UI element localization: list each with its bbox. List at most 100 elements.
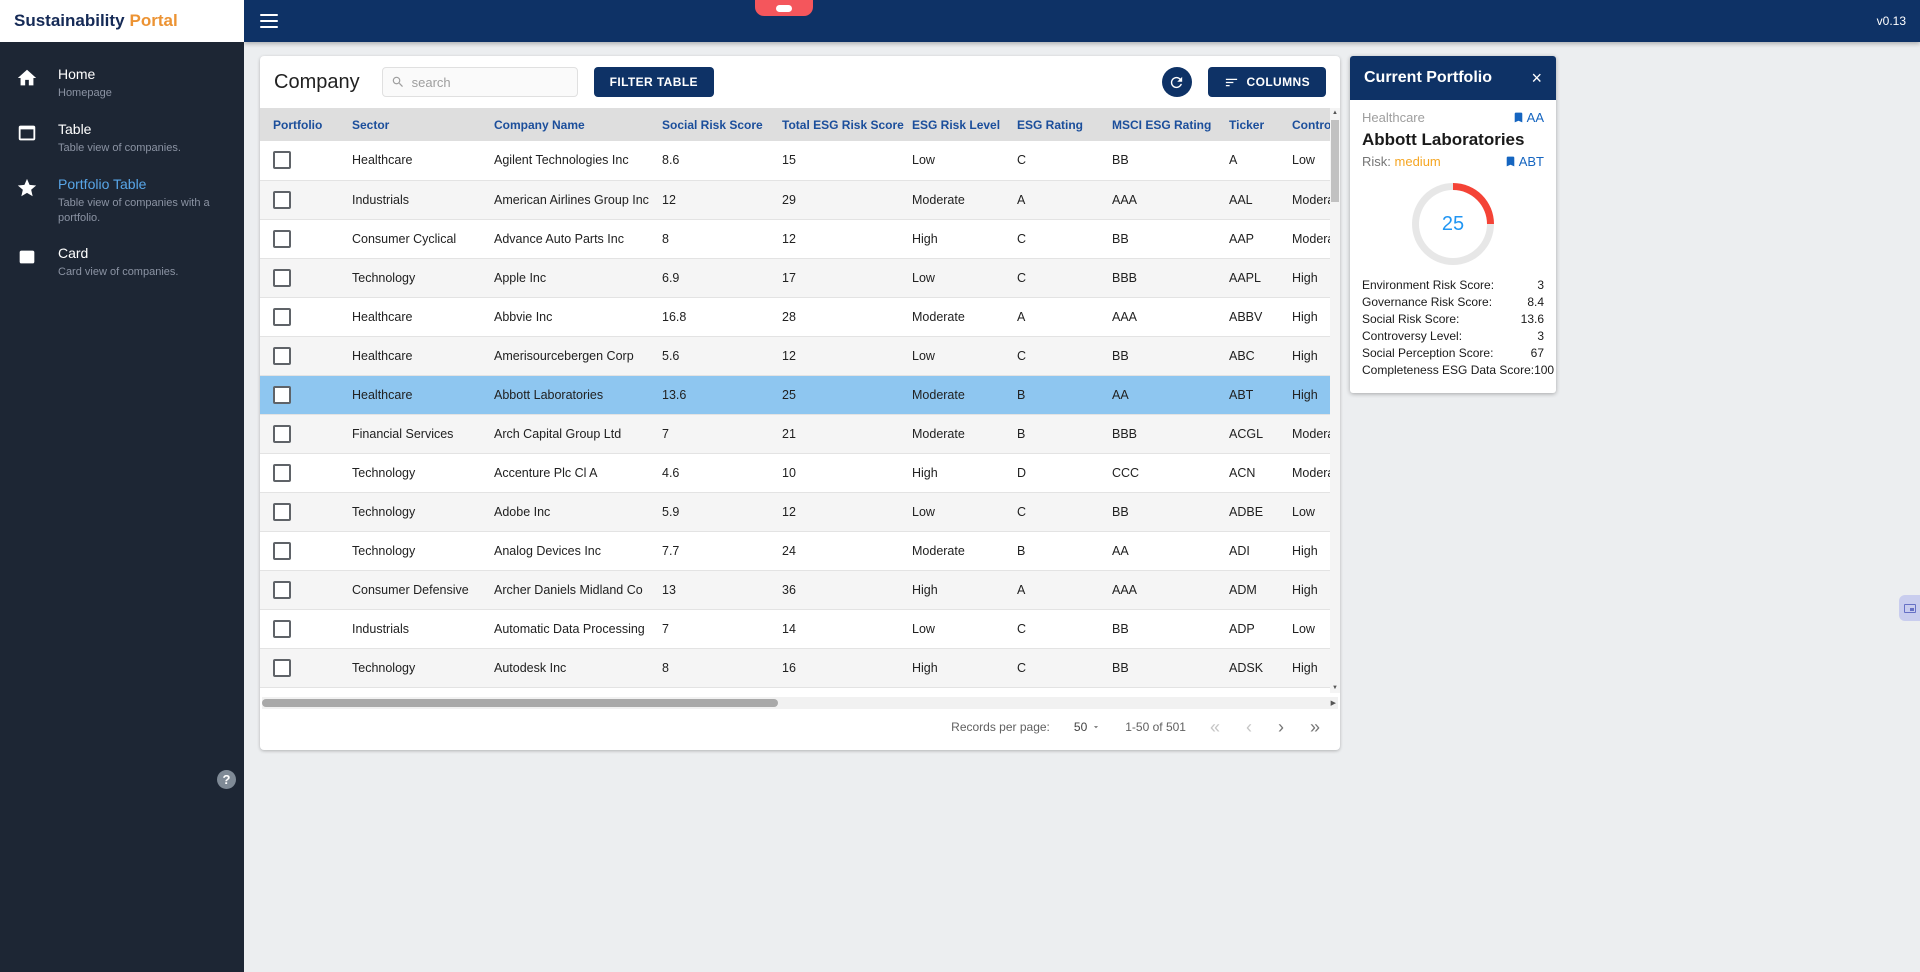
cell-controversy: Moderate [1284,180,1330,220]
cell-social_risk: 4.6 [654,453,774,493]
column-header-esg-risk-level[interactable]: ESG Risk Level [904,108,1009,141]
portfolio-checkbox[interactable] [273,307,291,326]
portfolio-checkbox[interactable] [273,268,291,287]
columns-button-label: COLUMNS [1246,75,1310,89]
portfolio-checkbox[interactable] [273,619,291,638]
cell-ticker: ACN [1221,453,1284,493]
column-header-controversy-level[interactable]: Controversy Level [1284,108,1330,141]
menu-icon[interactable] [260,14,278,28]
cell-risk_level: Moderate [904,297,1009,337]
search-input[interactable] [411,74,569,90]
cell-social_risk: 13.6 [654,375,774,415]
first-page-button[interactable]: « [1209,717,1220,737]
cell-controversy: Low [1284,609,1330,649]
portfolio-checkbox[interactable] [273,463,291,482]
table-row[interactable]: Healthcare Agilent Technologies Inc 8.6 15 L… [260,141,1330,181]
scroll-down-arrow-icon[interactable]: ▼ [1332,685,1338,691]
table-row[interactable]: Industrials American Airlines Group Inc 12… [260,180,1330,220]
table-row[interactable]: Consumer Cyclical Advance Auto Parts Inc 8… [260,219,1330,259]
column-header-portfolio[interactable]: Portfolio [260,108,344,141]
sidebar-item-portfolio-table[interactable]: Portfolio Table Table view of companies … [0,166,244,236]
column-header-total-esg-risk-score[interactable]: Total ESG Risk Score [774,108,904,141]
cell-msci_rating: BB [1104,141,1221,181]
portfolio-checkbox[interactable] [273,424,291,443]
column-header-social-risk-score[interactable]: Social Risk Score [654,108,774,141]
horizontal-scrollbar-thumb[interactable] [262,699,778,707]
brand-name-primary: Sustainability [14,11,125,30]
scroll-right-arrow-icon[interactable]: ▶ [1330,700,1336,707]
help-button[interactable]: ? [217,770,236,789]
portfolio-checkbox[interactable] [273,502,291,521]
sidebar-item-home[interactable]: Home Homepage [0,56,244,111]
table-row[interactable]: Technology Analog Devices Inc 7.7 24 Moderat… [260,531,1330,571]
records-per-page-label: Records per page: [951,720,1050,734]
vertical-scrollbar[interactable]: ▲ ▼ [1330,108,1340,693]
cell-controversy: High [1284,258,1330,298]
cell-social_risk: 5.6 [654,336,774,376]
cell-company: Adobe Inc [486,492,654,532]
sidebar-item-description: Card view of companies. [58,266,179,279]
pip-overlay-icon[interactable] [1899,595,1920,621]
stat-value: 13.6 [1520,312,1544,326]
portfolio-cell [260,297,344,337]
ticker-badge: ABT [1504,154,1544,169]
next-page-button[interactable]: › [1277,717,1284,737]
cell-risk_level: Moderate [904,414,1009,454]
cell-controversy: High [1284,648,1330,688]
table-row[interactable]: Healthcare Abbvie Inc 16.8 28 Moderate A AAA AB… [260,297,1330,337]
stat-value: 3 [1537,278,1544,292]
cell-msci_rating: AAA [1104,180,1221,220]
stat-row: Social Risk Score: 13.6 [1362,311,1544,328]
portfolio-checkbox[interactable] [273,580,291,599]
search-icon [392,76,403,87]
sidebar-item-description: Homepage [58,87,112,99]
cell-sector: Financial Services [344,414,486,454]
columns-button[interactable]: COLUMNS [1207,67,1326,97]
search-box[interactable] [381,67,578,97]
cell-risk_level: Low [904,258,1009,298]
cell-social_risk: 8 [654,648,774,688]
portfolio-checkbox[interactable] [273,346,291,365]
column-header-ticker[interactable]: Ticker [1221,108,1284,141]
horizontal-scrollbar[interactable]: ▶ [262,697,1338,709]
portfolio-checkbox[interactable] [273,151,291,170]
refresh-button[interactable] [1161,67,1192,97]
column-header-esg-rating[interactable]: ESG Rating [1009,108,1104,141]
vertical-scrollbar-thumb[interactable] [1331,120,1339,202]
table-row[interactable]: Industrials Automatic Data Processing 7 14 L… [260,609,1330,649]
cell-social_risk: 5.9 [654,492,774,532]
portfolio-panel-title: Current Portfolio [1364,69,1492,86]
filter-table-button[interactable]: FILTER TABLE [593,67,714,97]
previous-page-button[interactable]: ‹ [1245,717,1252,737]
table-row[interactable]: Financial Services Arch Capital Group Ltd… [260,414,1330,454]
portfolio-checkbox[interactable] [273,658,291,677]
risk-line: Risk: medium [1362,154,1441,169]
cell-ticker: ADM [1221,570,1284,610]
table-row[interactable]: Technology Accenture Plc Cl A 4.6 10 High D CC… [260,453,1330,493]
portfolio-checkbox[interactable] [273,229,291,248]
records-per-page-select[interactable]: 50 [1074,720,1101,734]
table-row[interactable]: Healthcare Amerisourcebergen Corp 5.6 12 Low… [260,336,1330,376]
screen-record-indicator[interactable] [755,0,813,16]
table-row[interactable]: Consumer Defensive Archer Daniels Midland… [260,570,1330,610]
scroll-up-arrow-icon[interactable]: ▲ [1332,110,1338,116]
column-header-company-name[interactable]: Company Name [486,108,654,141]
sidebar-item-table[interactable]: Table Table view of companies. [0,111,244,166]
cell-total_esg: 28 [774,297,904,337]
sidebar-item-card[interactable]: Card Card view of companies. [0,235,244,290]
cell-total_esg: 12 [774,336,904,376]
portfolio-checkbox[interactable] [273,541,291,560]
close-icon[interactable]: × [1531,67,1542,88]
table-row[interactable]: Technology Adobe Inc 5.9 12 Low C BB ADBE Low [260,492,1330,532]
portfolio-cell [260,453,344,493]
topbar: v0.13 [244,0,1920,42]
column-header-sector[interactable]: Sector [344,108,486,141]
table-row-selected[interactable]: Healthcare Abbott Laboratories 13.6 25 Moder… [260,375,1330,415]
table-row[interactable]: Technology Apple Inc 6.9 17 Low C BBB AAPL High [260,258,1330,298]
cell-sector: Healthcare [344,336,486,376]
portfolio-checkbox[interactable] [273,385,291,404]
last-page-button[interactable]: » [1309,717,1320,737]
table-row[interactable]: Technology Autodesk Inc 8 16 High C BB ADSK High [260,648,1330,688]
portfolio-checkbox[interactable] [273,190,291,209]
column-header-msci-esg-rating[interactable]: MSCI ESG Rating [1104,108,1221,141]
